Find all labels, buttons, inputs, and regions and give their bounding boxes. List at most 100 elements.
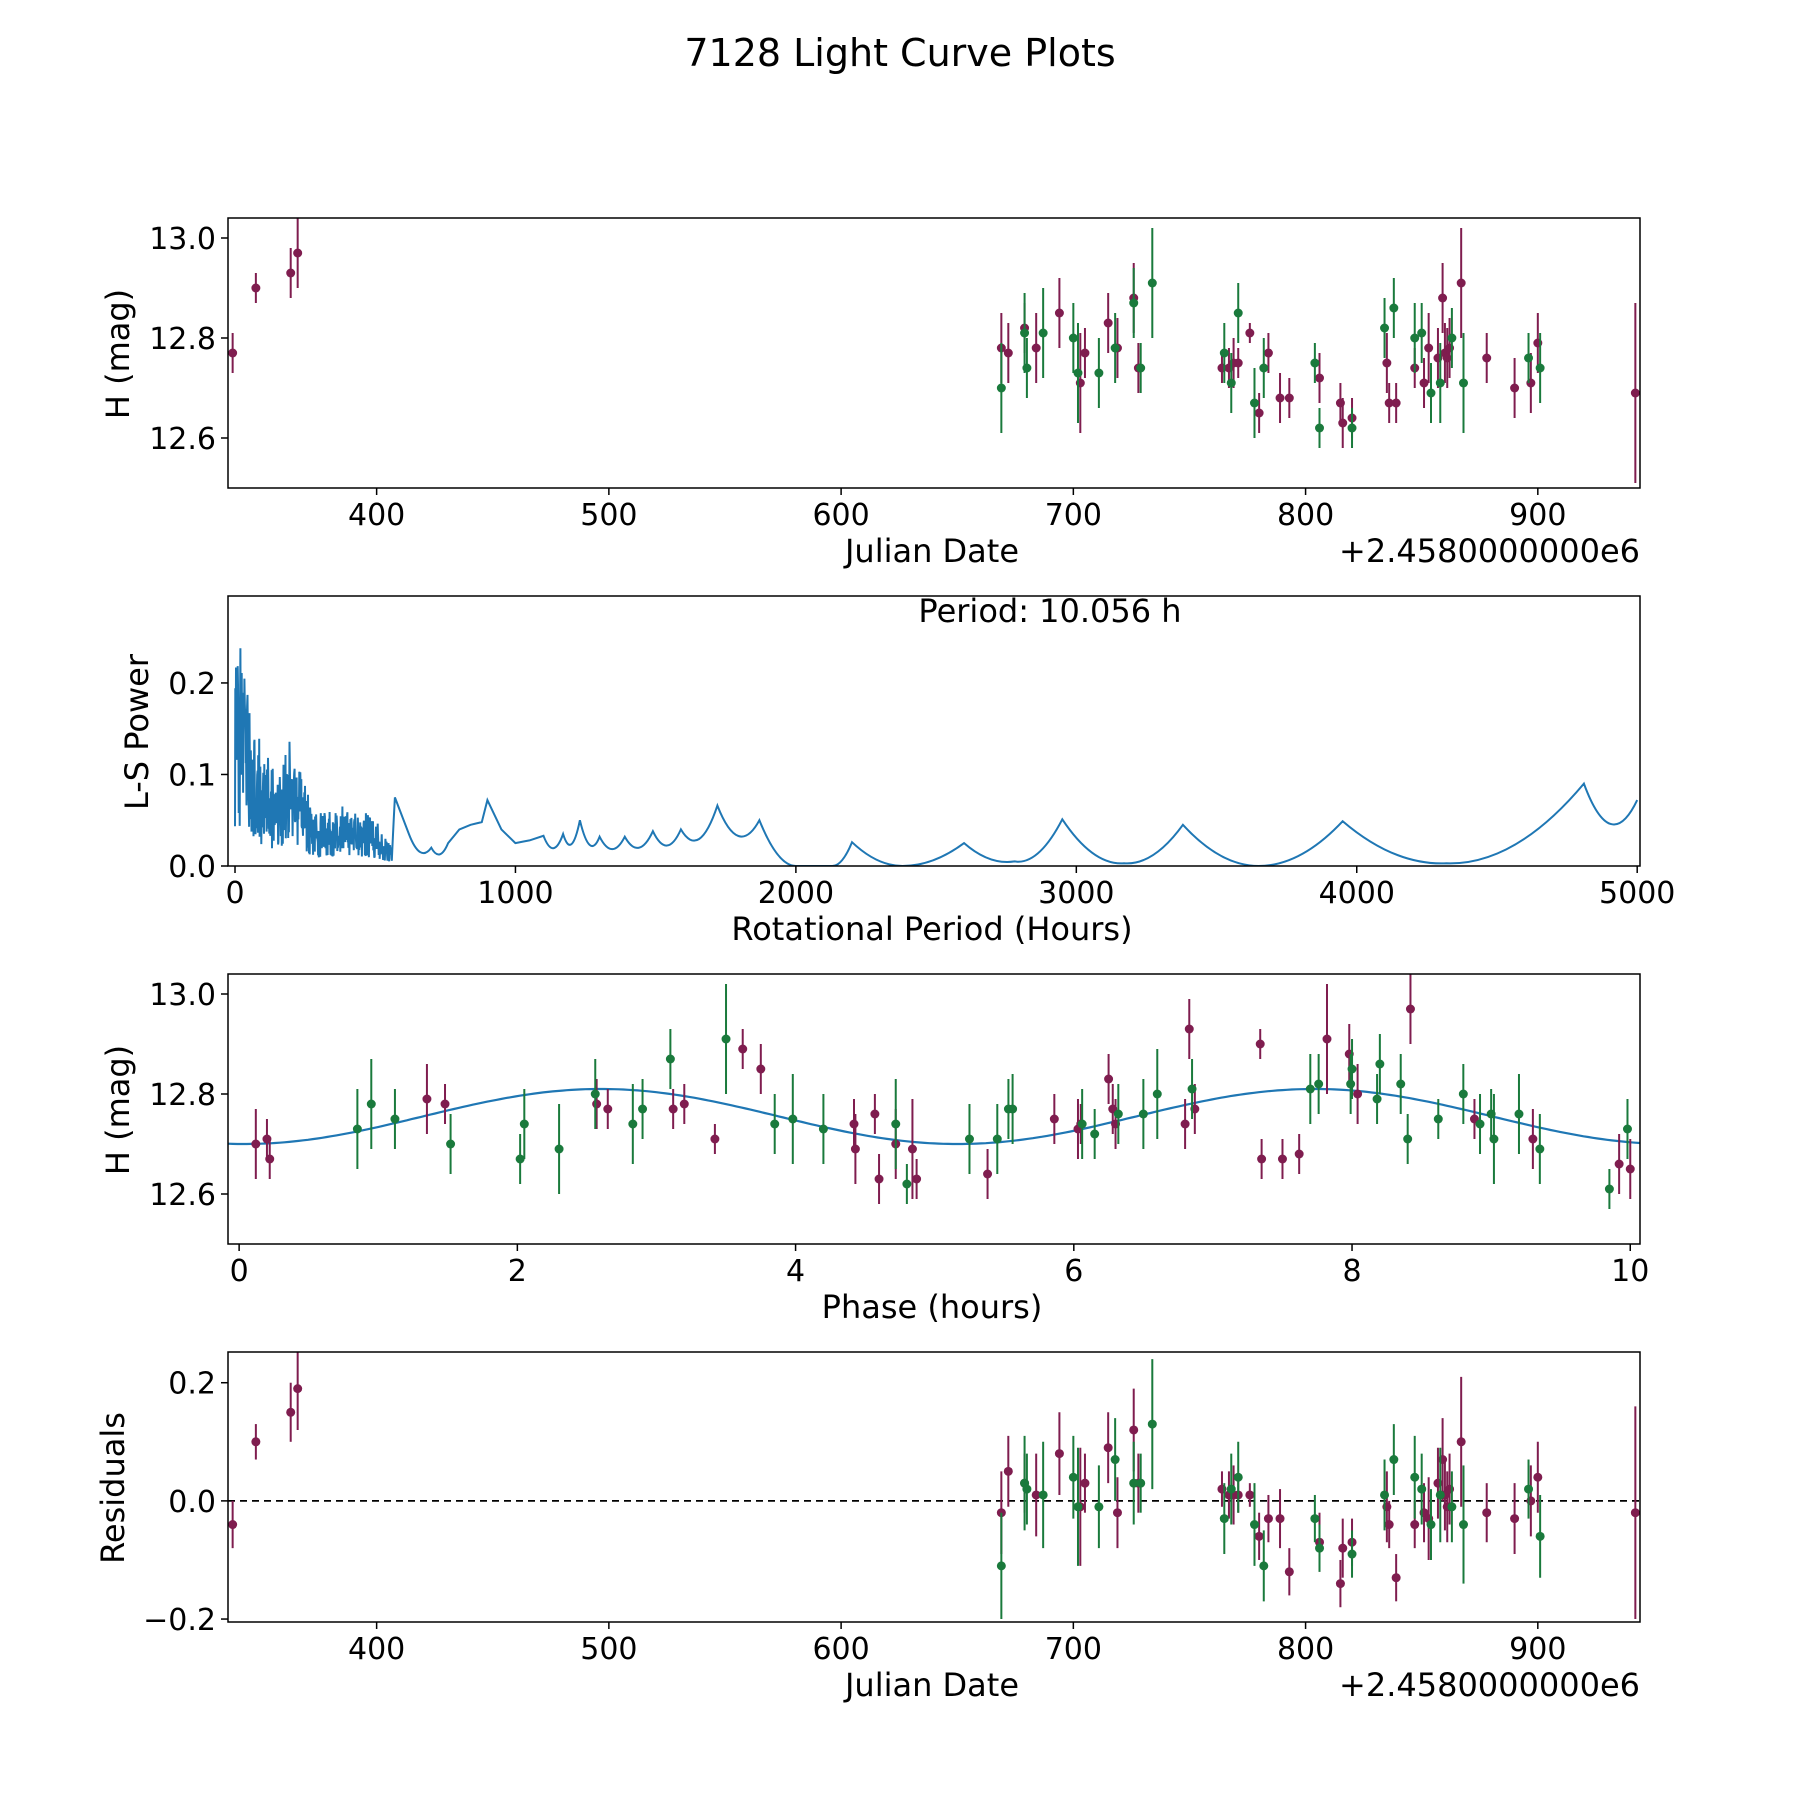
light-curve-point: [1245, 328, 1255, 338]
residuals-point: [286, 1407, 296, 1417]
periodogram-xtick-label: 4000: [1319, 876, 1395, 911]
phased-curve-point: [592, 1099, 602, 1109]
light-curve-point: [1254, 408, 1264, 418]
light-curve-point: [1219, 348, 1229, 358]
phased-curve-point: [366, 1099, 376, 1109]
phased-curve-point: [1255, 1039, 1265, 1049]
light-curve-point: [1022, 363, 1032, 373]
light-curve-point: [1310, 358, 1320, 368]
residuals-point: [1259, 1561, 1269, 1571]
light-curve-point: [1068, 333, 1078, 343]
light-curve-point: [1054, 308, 1064, 318]
phased-curve-point: [756, 1064, 766, 1074]
light-curve-point: [1524, 353, 1534, 363]
light-curve-point: [1382, 358, 1392, 368]
phased-curve-point: [515, 1154, 525, 1164]
residuals-point: [1410, 1472, 1420, 1482]
phased-curve-point: [1008, 1104, 1018, 1114]
light-curve-xtick-label: 500: [580, 498, 637, 533]
light-curve-point: [1347, 423, 1357, 433]
phased-curve-point: [1152, 1089, 1162, 1099]
residuals-point: [1233, 1472, 1243, 1482]
light-curve-point: [1038, 328, 1048, 338]
light-curve-point: [1459, 378, 1468, 388]
phased-curve-point: [1257, 1154, 1267, 1164]
light-curve-point: [1233, 358, 1243, 368]
residuals-xtick-label: 700: [1045, 1632, 1102, 1667]
residuals-point: [1338, 1543, 1348, 1553]
residuals-point: [1068, 1472, 1078, 1482]
light-curve-xtick-label: 900: [1509, 498, 1566, 533]
phased-curve-point: [638, 1104, 648, 1114]
light-curve-point: [1031, 343, 1041, 353]
periodogram-xtick-label: 3000: [1038, 876, 1114, 911]
light-curve-point: [1419, 378, 1429, 388]
residuals-point: [1315, 1543, 1325, 1553]
residuals-point: [1226, 1484, 1236, 1494]
light-curve-point: [1284, 393, 1294, 403]
residuals-point: [1335, 1579, 1345, 1589]
residuals-point: [1254, 1531, 1264, 1541]
phased-curve-point: [992, 1134, 1002, 1144]
phased-curve-point: [1049, 1114, 1059, 1124]
phased-curve-point: [738, 1044, 748, 1054]
residuals-point: [1391, 1573, 1401, 1583]
phased-curve-point: [1305, 1084, 1315, 1094]
phased-curve-point: [668, 1104, 678, 1114]
phased-curve-ytick-label: 12.8: [149, 1078, 216, 1113]
phased-curve-point: [519, 1119, 529, 1129]
light-curve-point: [1147, 278, 1157, 288]
phased-curve-point: [1347, 1064, 1357, 1074]
phased-curve-point: [912, 1174, 922, 1184]
light-curve-point: [1435, 378, 1445, 388]
light-curve-point: [1103, 318, 1113, 328]
phased-curve-point: [251, 1139, 261, 1149]
residuals-point: [1103, 1443, 1113, 1453]
periodogram-panel: Rotational Period (Hours) L-S Power Peri…: [118, 592, 1675, 948]
phased-curve-point: [891, 1119, 901, 1129]
light-curve-point: [1338, 418, 1348, 428]
light-curve-point: [251, 283, 261, 293]
phased-curve-point: [1433, 1114, 1443, 1124]
residuals-point: [251, 1437, 261, 1447]
phased-curve-point: [1372, 1094, 1382, 1104]
light-curve-point: [1226, 378, 1236, 388]
phased-curve-point: [1396, 1079, 1406, 1089]
phased-curve-point: [788, 1114, 798, 1124]
residuals-point: [1535, 1531, 1545, 1541]
phased-curve-point: [1535, 1144, 1545, 1154]
phased-curve-point: [352, 1124, 362, 1134]
residuals-point: [1510, 1514, 1520, 1524]
light-curve-point: [1315, 373, 1325, 383]
phased-curve-xtick-label: 6: [1064, 1254, 1083, 1289]
light-curve-ytick-label: 12.8: [149, 322, 216, 357]
residuals-point: [1410, 1520, 1420, 1530]
phased-curve-point: [1104, 1074, 1114, 1084]
light-curve-point: [1456, 278, 1466, 288]
phased-curve-point: [1138, 1109, 1148, 1119]
residuals-point: [1630, 1508, 1640, 1518]
phased-curve-xtick-label: 2: [508, 1254, 527, 1289]
residuals-point: [1054, 1449, 1064, 1459]
residuals-point: [1112, 1508, 1122, 1518]
phased-curve-point: [1277, 1154, 1287, 1164]
light-curve-point: [1275, 393, 1285, 403]
light-curve-xlabel: Julian Date: [843, 532, 1019, 570]
phased-curve-point: [1113, 1109, 1123, 1119]
light-curve-point: [1080, 348, 1090, 358]
light-curve-point: [1259, 363, 1269, 373]
residuals-point: [1275, 1514, 1285, 1524]
residuals-point: [1094, 1502, 1104, 1512]
residuals-point: [1426, 1520, 1436, 1530]
residuals-xtick-label: 400: [348, 1632, 405, 1667]
phased-curve-point: [874, 1174, 884, 1184]
phased-curve-point: [902, 1179, 912, 1189]
phased-curve-panel: Phase (hours) H (mag) 0 2 4 6 8 10 12.6 12.8 13.…: [99, 973, 1649, 1326]
periodogram-xtick-label: 5000: [1599, 876, 1675, 911]
residuals-plot-area: [228, 1352, 1640, 1620]
residuals-xtick-label: 800: [1277, 1632, 1334, 1667]
residuals-point: [1022, 1484, 1032, 1494]
residuals-point: [1380, 1490, 1390, 1500]
phased-curve-point: [1614, 1159, 1624, 1169]
phased-curve-point: [1184, 1024, 1194, 1034]
